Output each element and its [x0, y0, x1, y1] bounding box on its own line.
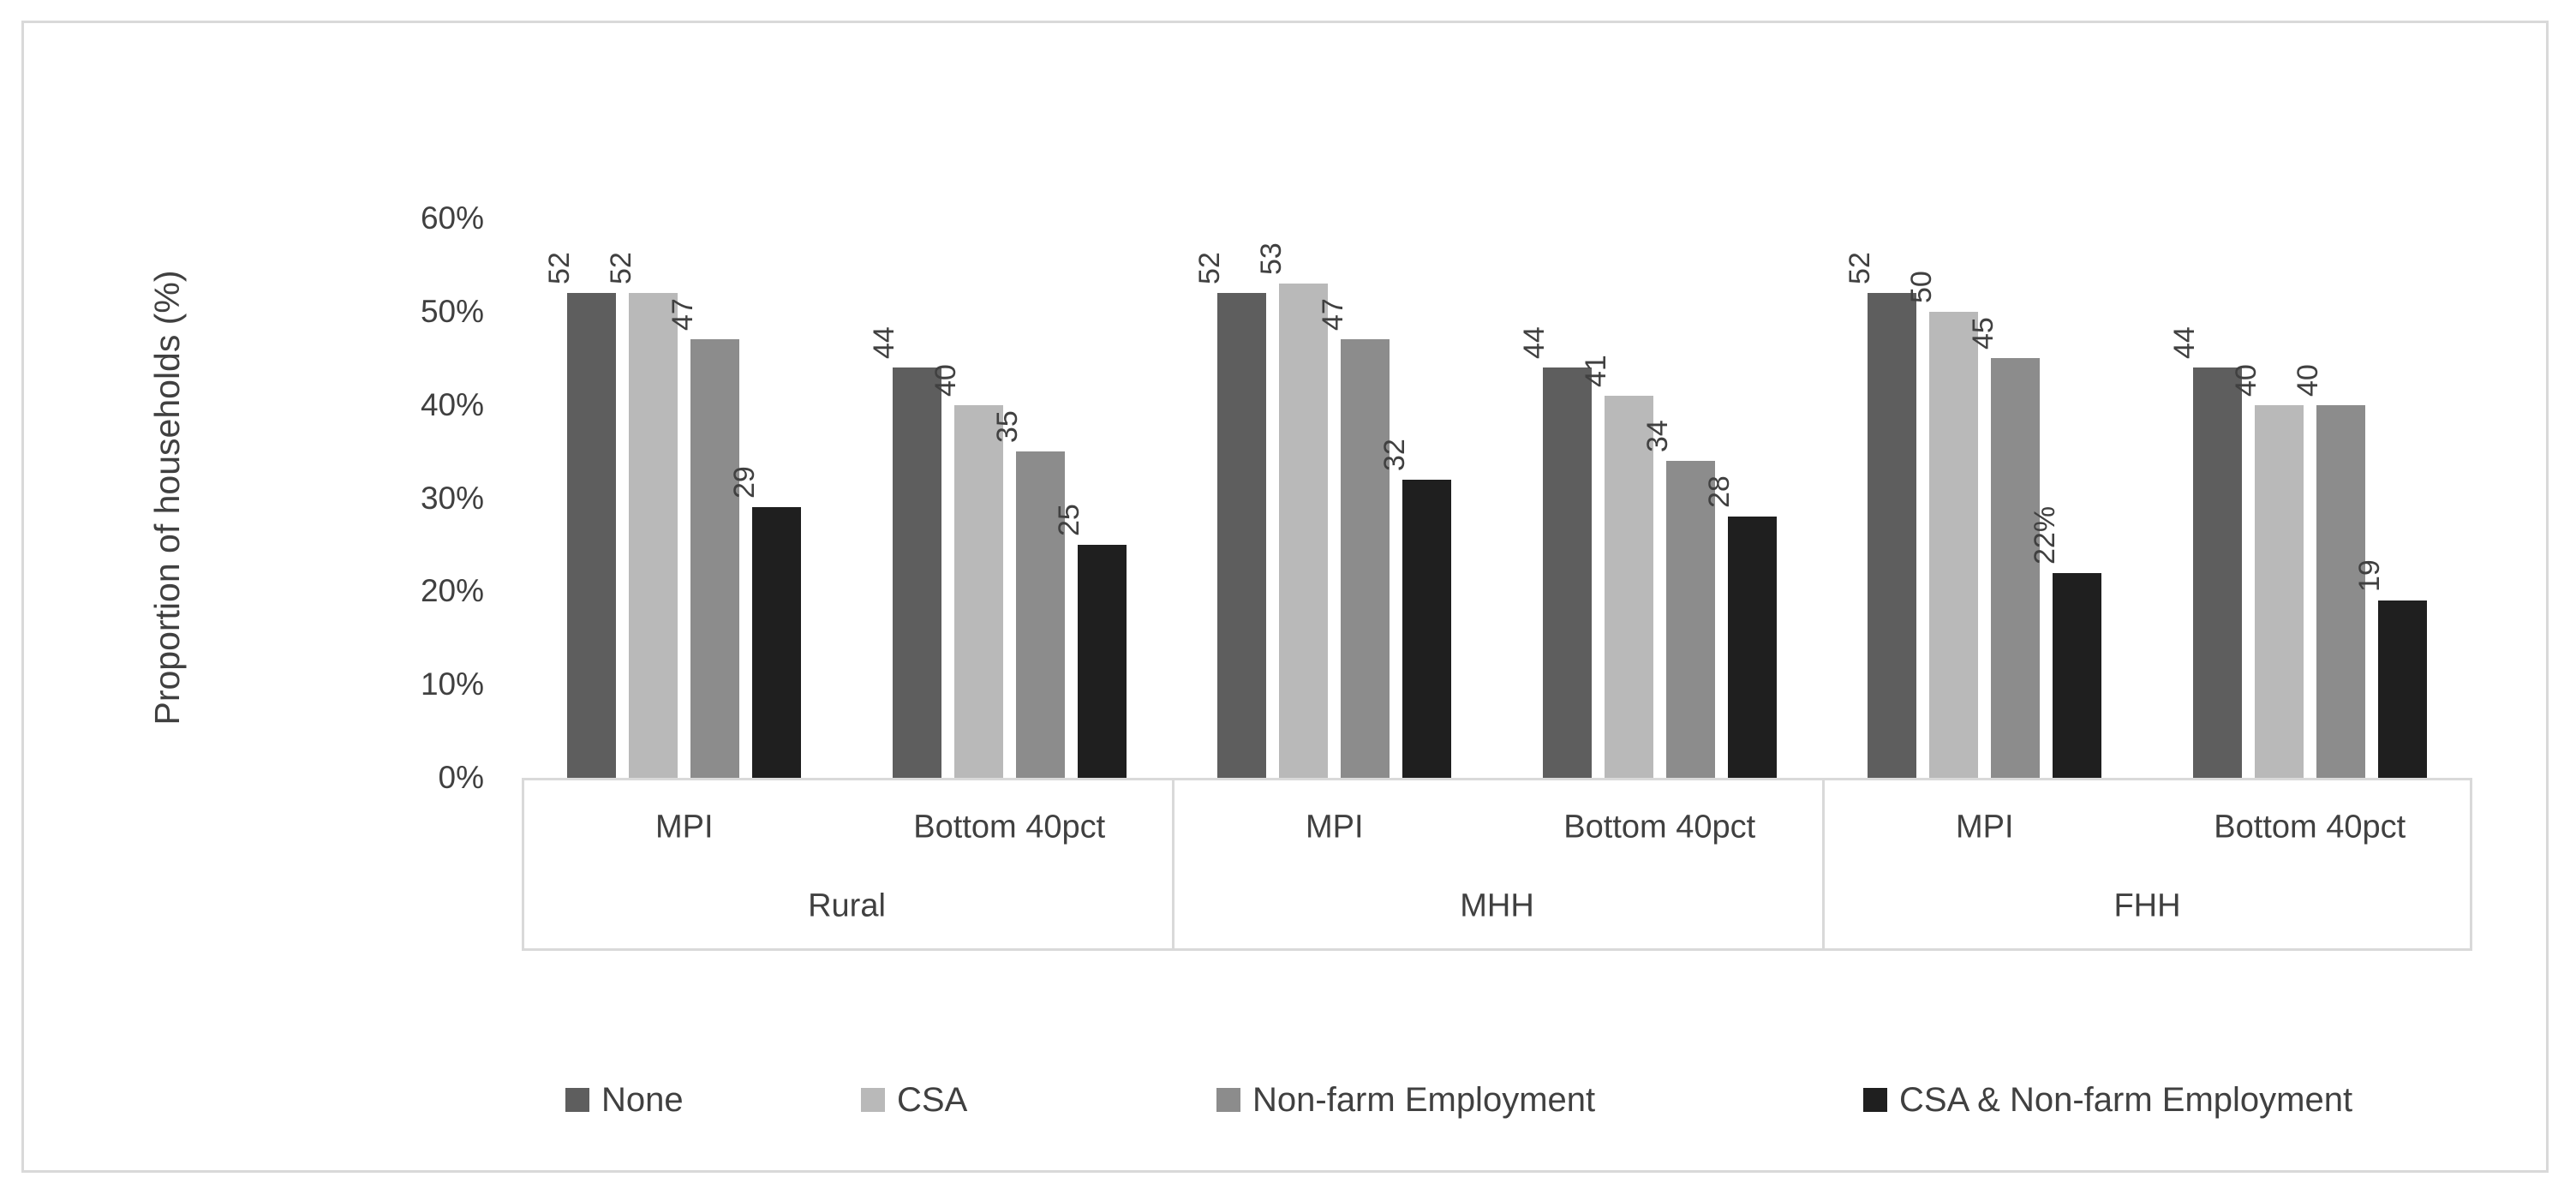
legend-item-csa: CSA: [861, 1081, 967, 1119]
axis-label-rural-mpi: MPI: [654, 809, 714, 845]
bar-non-farm-employment-rural-bottom-40pct: [1015, 451, 1065, 778]
bar-label-none-mhh-mpi: 52: [1192, 252, 1226, 284]
bar-label-none-fhh-bottom-40pct: 44: [2168, 326, 2202, 359]
legend-label-csa: CSA: [897, 1081, 968, 1119]
bar-csa-rural-bottom-40pct: [953, 405, 1003, 778]
bar-label-non-farm-employment-rural-mpi: 47: [666, 298, 699, 331]
bar-none-rural-bottom-40pct: [892, 367, 941, 778]
y-tick-60: 60%: [420, 200, 484, 236]
bar-label-none-mhh-bottom-40pct: 44: [1518, 326, 1551, 359]
bar-non-farm-employment-mhh-bottom-40pct: [1665, 461, 1715, 778]
bar-label-csa-fhh-mpi: 50: [1904, 271, 1938, 303]
bar-label-none-rural-mpi: 52: [542, 252, 576, 284]
axis-group-label-mhh: MHH: [1460, 887, 1534, 924]
legend-item-none: None: [565, 1081, 684, 1119]
legend-item-non-farm-employment: Non-farm Employment: [1216, 1081, 1595, 1119]
axis-label-mhh-mpi: MPI: [1305, 809, 1364, 845]
bar-label-csa-non-farm-employment-rural-mpi: 29: [727, 466, 761, 499]
bar-label-csa-mhh-bottom-40pct: 41: [1580, 355, 1613, 387]
axis-label-rural-bottom-40pct: Bottom 40pct: [913, 809, 1106, 845]
bar-label-csa-non-farm-employment-rural-bottom-40pct: 25: [1053, 504, 1086, 536]
bar-csa-mhh-mpi: [1279, 284, 1329, 778]
bar-csa-non-farm-employment-mhh-bottom-40pct: [1727, 517, 1777, 778]
legend-marker-csa: [861, 1088, 885, 1112]
legend-marker-non-farm-employment: [1216, 1088, 1240, 1112]
bar-label-csa-non-farm-employment-mhh-mpi: 32: [1378, 439, 1411, 471]
bar-csa-non-farm-employment-rural-bottom-40pct: [1077, 545, 1127, 778]
bar-none-mhh-bottom-40pct: [1542, 367, 1592, 778]
axis-group-label-rural: Rural: [808, 887, 886, 924]
legend-marker-csa-non-farm-employment: [1863, 1088, 1887, 1112]
y-tick-20: 20%: [420, 573, 484, 609]
bar-label-none-fhh-mpi: 52: [1843, 252, 1876, 284]
bar-label-non-farm-employment-mhh-bottom-40pct: 34: [1641, 420, 1675, 452]
y-tick-0: 0%: [438, 760, 484, 795]
axis-label-mhh-bottom-40pct: Bottom 40pct: [1563, 809, 1756, 845]
bar-none-fhh-bottom-40pct: [2192, 367, 2242, 778]
legend-marker-none: [565, 1088, 589, 1112]
y-tick-30: 30%: [420, 480, 484, 516]
bar-label-csa-rural-bottom-40pct: 40: [929, 364, 963, 397]
legend-label-csa-non-farm-employment: CSA & Non-farm Employment: [1899, 1081, 2353, 1119]
bar-none-mhh-mpi: [1217, 293, 1267, 778]
legend-label-non-farm-employment: Non-farm Employment: [1252, 1081, 1596, 1119]
bar-non-farm-employment-fhh-bottom-40pct: [2316, 405, 2365, 778]
bar-label-none-rural-bottom-40pct: 44: [868, 326, 901, 359]
legend-item-csa-non-farm-employment: CSA & Non-farm Employment: [1863, 1081, 2352, 1119]
y-tick-40: 40%: [420, 386, 484, 422]
bar-non-farm-employment-rural-mpi: [690, 339, 740, 778]
bar-label-csa-non-farm-employment-mhh-bottom-40pct: 28: [1703, 475, 1736, 508]
y-tick-10: 10%: [420, 666, 484, 702]
bar-csa-non-farm-employment-mhh-mpi: [1402, 480, 1452, 778]
axis-label-fhh-bottom-40pct: Bottom 40pct: [2214, 809, 2406, 845]
y-axis-title: Proportion of households (%): [147, 270, 187, 726]
bar-csa-rural-mpi: [629, 293, 678, 778]
bar-label-csa-non-farm-employment-fhh-bottom-40pct: 19: [2353, 559, 2387, 592]
bar-csa-fhh-bottom-40pct: [2254, 405, 2304, 778]
bar-label-csa-non-farm-employment-fhh-mpi: 22%: [2028, 505, 2061, 565]
category-axis-table: MPI Bottom 40pct Rural MPI Bottom 40pct MHH MP…: [522, 778, 2472, 951]
bar-label-csa-fhh-bottom-40pct: 40: [2230, 364, 2263, 397]
bar-non-farm-employment-fhh-mpi: [1991, 358, 2041, 778]
group-divider: [1172, 780, 1174, 948]
bar-csa-mhh-bottom-40pct: [1604, 396, 1653, 778]
bar-label-csa-mhh-mpi: 53: [1254, 242, 1288, 275]
bar-label-non-farm-employment-rural-bottom-40pct: 35: [991, 410, 1025, 443]
bar-csa-non-farm-employment-fhh-mpi: [2053, 573, 2102, 778]
bar-non-farm-employment-mhh-mpi: [1341, 339, 1390, 778]
bar-none-rural-mpi: [567, 293, 617, 778]
bar-label-non-farm-employment-fhh-bottom-40pct: 40: [2292, 364, 2325, 397]
bar-label-non-farm-employment-mhh-mpi: 47: [1316, 298, 1349, 331]
axis-group-label-fhh: FHH: [2113, 887, 2181, 924]
bar-none-fhh-mpi: [1868, 293, 1917, 778]
bar-label-non-farm-employment-fhh-mpi: 45: [1966, 317, 1999, 350]
legend-label-none: None: [601, 1081, 684, 1119]
bar-csa-fhh-mpi: [1929, 312, 1979, 778]
bar-csa-non-farm-employment-rural-mpi: [752, 507, 802, 778]
bar-csa-non-farm-employment-fhh-bottom-40pct: [2377, 600, 2427, 778]
y-tick-50: 50%: [420, 293, 484, 329]
bar-label-csa-rural-mpi: 52: [604, 252, 637, 284]
axis-label-fhh-mpi: MPI: [1955, 809, 2014, 845]
figure-border: [21, 21, 2549, 1173]
group-divider: [1822, 780, 1825, 948]
